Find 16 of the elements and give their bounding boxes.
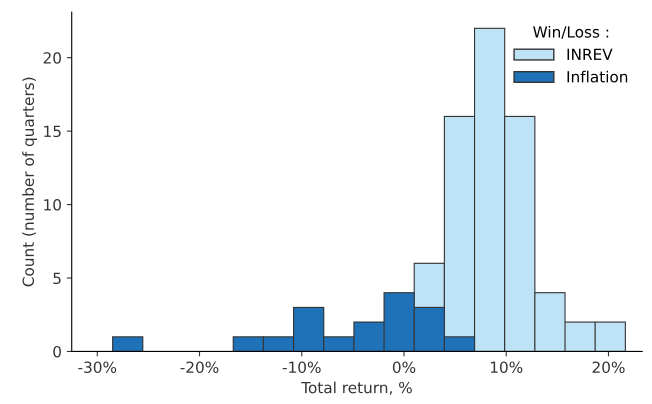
legend-title: Win/Loss : — [533, 26, 608, 39]
legend-label: INREV — [568, 48, 613, 60]
x-axis-title: Total return, % — [301, 382, 412, 395]
y-tick-label: 10 — [44, 199, 61, 211]
x-tick-label: -20% — [180, 361, 218, 374]
x-tick-label: 10% — [490, 361, 522, 374]
y-axis-title: Count (number of quarters) — [22, 78, 37, 286]
y-tick-label: 15 — [44, 126, 61, 138]
x-tick-label: 0% — [392, 361, 416, 374]
legend-label: Inflation — [568, 70, 628, 83]
x-tick-label: 20% — [592, 361, 625, 374]
y-tick-label: 20 — [44, 52, 61, 64]
y-tick-label: 0 — [53, 346, 61, 358]
x-tick-label: -30% — [78, 361, 116, 374]
x-tick-label: -10% — [282, 361, 321, 374]
y-tick-label: 5 — [53, 272, 61, 284]
